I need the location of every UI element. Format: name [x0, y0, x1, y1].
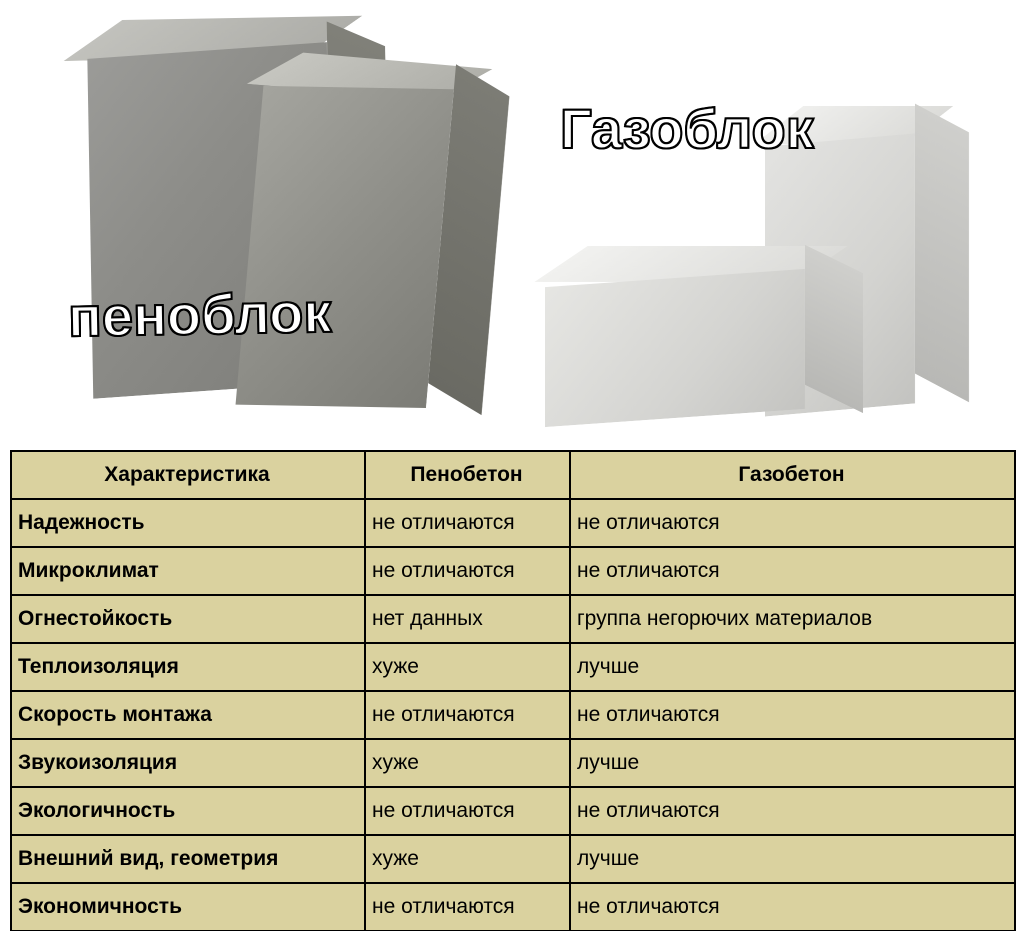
table-row: Звукоизоляцияхужелучше [11, 739, 1015, 787]
infographic-canvas: пеноблок Газоблок ХарактеристикаПенобето… [0, 0, 1024, 931]
table-cell: не отличаются [365, 691, 570, 739]
table-cell: лучше [570, 739, 1015, 787]
penoblock-illustration [50, 30, 510, 430]
table-cell: Экономичность [11, 883, 365, 931]
table-cell: Надежность [11, 499, 365, 547]
table-header-2: Газобетон [570, 451, 1015, 499]
blocks-illustration: пеноблок Газоблок [0, 0, 1024, 438]
penoblock-label: пеноблок [67, 280, 331, 350]
table-cell: лучше [570, 835, 1015, 883]
table-cell: хуже [365, 739, 570, 787]
table-cell: группа негорючих материалов [570, 595, 1015, 643]
table-cell: не отличаются [365, 499, 570, 547]
table-cell: хуже [365, 835, 570, 883]
table-cell: не отличаются [570, 499, 1015, 547]
table-row: Экономичностьне отличаютсяне отличаются [11, 883, 1015, 931]
table-cell: Скорость монтажа [11, 691, 365, 739]
table-cell: Теплоизоляция [11, 643, 365, 691]
table-cell: не отличаются [365, 883, 570, 931]
table-cell: не отличаются [570, 883, 1015, 931]
table-cell: хуже [365, 643, 570, 691]
table-header-0: Характеристика [11, 451, 365, 499]
table-cell: Микроклимат [11, 547, 365, 595]
gasblock-wide [545, 260, 875, 430]
table-header-1: Пенобетон [365, 451, 570, 499]
table-cell: не отличаются [365, 547, 570, 595]
table-row: Огнестойкостьнет данныхгруппа негорючих … [11, 595, 1015, 643]
table-cell: не отличаются [365, 787, 570, 835]
table-row: Надежностьне отличаютсяне отличаются [11, 499, 1015, 547]
table-cell: Огнестойкость [11, 595, 365, 643]
table-row: Внешний вид, геометрияхужелучше [11, 835, 1015, 883]
table-cell: Звукоизоляция [11, 739, 365, 787]
table-row: Экологичностьне отличаютсяне отличаются [11, 787, 1015, 835]
table-row: Микроклиматне отличаютсяне отличаются [11, 547, 1015, 595]
table-cell: не отличаются [570, 691, 1015, 739]
table-cell: Внешний вид, геометрия [11, 835, 365, 883]
table-cell: Экологичность [11, 787, 365, 835]
table-cell: нет данных [365, 595, 570, 643]
comparison-table-wrap: ХарактеристикаПенобетонГазобетонНадежнос… [10, 450, 1014, 931]
table-cell: лучше [570, 643, 1015, 691]
table-row: Теплоизоляцияхужелучше [11, 643, 1015, 691]
gasblock-illustration [555, 150, 995, 430]
table-cell: не отличаются [570, 547, 1015, 595]
comparison-table: ХарактеристикаПенобетонГазобетонНадежнос… [10, 450, 1016, 931]
table-cell: не отличаются [570, 787, 1015, 835]
table-row: Скорость монтажане отличаютсяне отличают… [11, 691, 1015, 739]
penoblock-slab-2 [235, 59, 525, 430]
gasblock-label: Газоблок [560, 96, 814, 161]
